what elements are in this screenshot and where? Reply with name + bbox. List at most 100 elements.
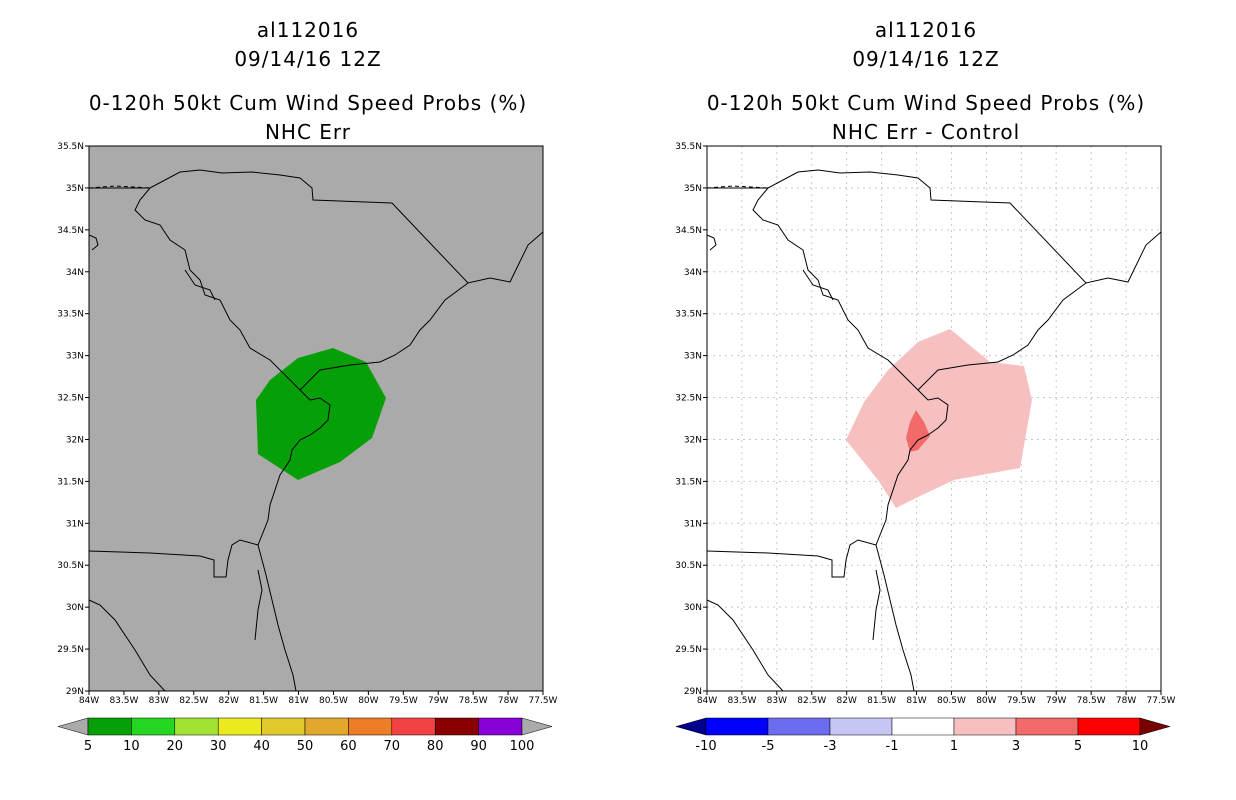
right-lat-label-0: 35.5N	[675, 142, 702, 152]
right-lat-label-9: 31N	[684, 519, 702, 529]
right-lon-label-0: 84W	[697, 696, 717, 706]
right-lon-label-10: 79W	[1046, 696, 1066, 706]
left-axis-ticks: 35.5N 35N 34.5N 34N 33.5N 33N 32.5N 32N 31.5N 31N…	[57, 142, 557, 706]
left-lon-label-7: 80.5W	[319, 696, 348, 706]
right-colorbar-label-0: -10	[695, 739, 716, 754]
left-prob-contour	[256, 348, 386, 480]
right-title-storm-id: al112016	[874, 18, 978, 42]
right-lat-label-10: 30.5N	[675, 561, 702, 571]
right-title-subtitle: NHC Err - Control	[831, 120, 1021, 144]
right-lon-label-3: 82.5W	[797, 696, 826, 706]
left-lon-label-8: 80W	[358, 696, 378, 706]
left-lat-label-6: 32.5N	[57, 394, 84, 404]
right-map-panel: 35.5N 35N 34.5N 34N 33.5N 33N 32.5N 32N 31.5N 31N…	[675, 142, 1176, 754]
right-lat-label-6: 32.5N	[675, 394, 702, 404]
right-lon-label-7: 80.5W	[937, 696, 966, 706]
right-lat-label-3: 34N	[684, 268, 702, 278]
right-colorbar-label-1: -5	[762, 739, 775, 754]
right-lat-label-5: 33N	[684, 352, 702, 362]
right-colorbar-high-arrow	[1139, 717, 1171, 736]
left-colorbar-low-arrow	[57, 717, 89, 736]
left-lat-label-8: 31.5N	[57, 477, 84, 487]
left-lon-label-13: 77.5W	[529, 696, 558, 706]
right-colorbar-box-5	[1015, 717, 1079, 736]
right-lon-label-4: 82W	[837, 696, 857, 706]
right-lon-label-12: 78W	[1116, 696, 1136, 706]
right-diff-area-3-5	[906, 410, 930, 452]
left-lon-label-10: 79W	[428, 696, 448, 706]
left-colorbar-label-5: 50	[297, 739, 314, 754]
left-colorbar-label-8: 80	[427, 739, 444, 754]
right-colorbar-low-arrow	[675, 717, 707, 736]
left-lat-label-2: 34.5N	[57, 226, 84, 236]
right-lat-label-7: 32N	[684, 435, 702, 445]
left-colorbar-box-0	[87, 717, 132, 736]
left-colorbar-box-7	[391, 717, 436, 736]
left-coastlines	[88, 169, 544, 692]
right-colorbar-label-3: -1	[886, 739, 899, 754]
right-lon-label-9: 79.5W	[1007, 696, 1036, 706]
left-colorbar-label-0: 5	[84, 739, 92, 754]
right-colorbar-label-4: 1	[950, 739, 958, 754]
left-lat-label-4: 33.5N	[57, 310, 84, 320]
left-colorbar-box-5	[304, 717, 349, 736]
left-colorbar-box-3	[217, 717, 262, 736]
left-lon-label-3: 82.5W	[179, 696, 208, 706]
left-colorbar-label-2: 20	[167, 739, 184, 754]
right-colorbar-label-2: -3	[824, 739, 837, 754]
left-map-panel: 35.5N 35N 34.5N 34N 33.5N 33N 32.5N 32N 31.5N 31N…	[57, 142, 558, 754]
left-colorbar-box-9	[478, 717, 523, 736]
left-lat-label-7: 32N	[66, 435, 84, 445]
right-lat-label-8: 31.5N	[675, 477, 702, 487]
left-lat-label-12: 29.5N	[57, 645, 84, 655]
right-colorbar-box-0	[705, 717, 769, 736]
left-lon-label-6: 81W	[288, 696, 308, 706]
left-colorbar-label-6: 60	[340, 739, 357, 754]
left-lon-label-0: 84W	[79, 696, 99, 706]
right-lat-label-4: 33.5N	[675, 310, 702, 320]
left-lat-label-9: 31N	[66, 519, 84, 529]
left-lat-label-11: 30N	[66, 603, 84, 613]
right-lat-label-13: 29N	[684, 687, 702, 697]
right-lon-label-11: 78.5W	[1077, 696, 1106, 706]
right-lat-label-2: 34.5N	[675, 226, 702, 236]
left-lat-label-0: 35.5N	[57, 142, 84, 152]
left-colorbar-box-6	[348, 717, 393, 736]
left-lon-label-9: 79.5W	[389, 696, 418, 706]
right-coastlines	[706, 169, 1162, 692]
right-colorbar-label-6: 5	[1074, 739, 1082, 754]
left-lat-label-5: 33N	[66, 352, 84, 362]
left-colorbar-box-8	[434, 717, 479, 736]
left-colorbar-label-3: 30	[210, 739, 227, 754]
left-title-product: 0-120h 50kt Cum Wind Speed Probs (%)	[88, 91, 528, 115]
left-lon-label-11: 78.5W	[459, 696, 488, 706]
left-lat-label-1: 35N	[66, 184, 84, 194]
left-lon-label-1: 83.5W	[109, 696, 138, 706]
left-lat-label-13: 29N	[66, 687, 84, 697]
left-prob-area-5-10	[256, 348, 386, 480]
right-colorbar-label-7: 10	[1132, 739, 1149, 754]
right-title-product: 0-120h 50kt Cum Wind Speed Probs (%)	[706, 91, 1146, 115]
right-lat-label-12: 29.5N	[675, 645, 702, 655]
left-lon-label-12: 78W	[498, 696, 518, 706]
left-lat-label-10: 30.5N	[57, 561, 84, 571]
right-diff-area-1-3	[846, 329, 1032, 508]
left-lat-label-3: 34N	[66, 268, 84, 278]
right-lon-label-6: 81W	[906, 696, 926, 706]
right-colorbar: -10 -5 -3 -1 1 3 5 10	[675, 717, 1171, 754]
right-lon-label-2: 83W	[767, 696, 787, 706]
left-lon-label-2: 83W	[149, 696, 169, 706]
right-lat-label-11: 30N	[684, 603, 702, 613]
right-lon-label-5: 81.5W	[867, 696, 896, 706]
right-diff-contour	[846, 329, 1032, 508]
left-colorbar-label-4: 40	[253, 739, 270, 754]
left-colorbar-label-9: 90	[470, 739, 487, 754]
right-colorbar-box-4	[953, 717, 1017, 736]
left-colorbar-label-7: 70	[384, 739, 401, 754]
right-title-datetime: 09/14/16 12Z	[852, 47, 1000, 71]
left-title-subtitle: NHC Err	[264, 120, 352, 144]
right-axis-ticks: 35.5N 35N 34.5N 34N 33.5N 33N 32.5N 32N 31.5N 31N…	[675, 142, 1175, 706]
right-colorbar-box-1	[767, 717, 831, 736]
left-colorbar-box-1	[131, 717, 176, 736]
right-grid	[707, 146, 1161, 691]
